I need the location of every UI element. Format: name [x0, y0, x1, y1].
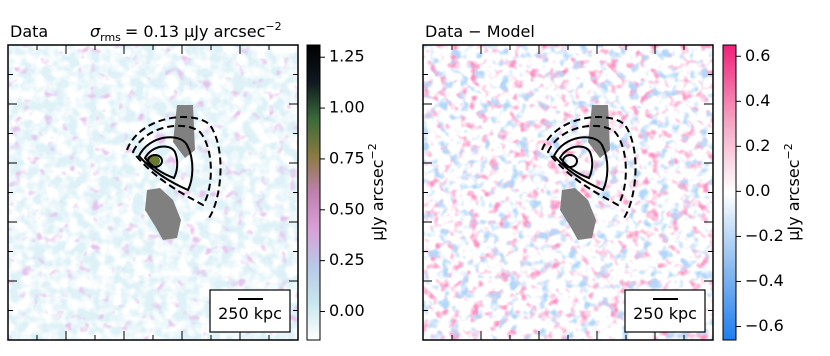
colorbar-tick-label: −0.4 — [745, 271, 784, 290]
colorbar-label-superscript: −2 — [782, 143, 795, 159]
colorbar-label-text: μJy arcsec — [368, 159, 387, 240]
colorbar-tick-label: 0.25 — [329, 250, 365, 269]
annotation-text: = 0.13 μJy arcsec — [125, 22, 265, 41]
scalebar-label: 250 kpc — [218, 304, 282, 323]
colorbar-tick-label: 0.50 — [329, 199, 365, 218]
colorbar-tick-label: 1.00 — [329, 98, 365, 117]
panel-title: Data — [10, 22, 48, 41]
annotation: σrms = 0.13 μJy arcsec−2 — [90, 20, 282, 44]
colorbar-label: μJy arcsec−2 — [782, 143, 803, 240]
colorbar — [306, 44, 321, 341]
colorbar-tick-label: 0.0 — [745, 181, 770, 200]
colorbar-tick-label: 0.4 — [745, 91, 770, 110]
colorbar-tick-label: −0.6 — [745, 316, 784, 335]
annotation-symbol: σ — [90, 22, 101, 41]
colorbar-label: μJy arcsec−2 — [366, 143, 387, 240]
colorbar-label-superscript: −2 — [366, 143, 379, 159]
scalebar-box — [209, 289, 291, 333]
colorbar-tick-label: 0.6 — [745, 46, 770, 65]
annotation-subscript: rms — [100, 31, 121, 44]
colorbar-tick-label: 0.2 — [745, 136, 770, 155]
scalebar-label: 250 kpc — [633, 304, 697, 323]
colorbar-tick-label: 0.00 — [329, 301, 365, 320]
colorbar-tick-label: 0.75 — [329, 148, 365, 167]
colorbar-tick-label: −0.2 — [745, 226, 784, 245]
colorbar — [722, 44, 737, 341]
annotation-superscript: −2 — [265, 20, 281, 33]
scalebar-box — [624, 289, 706, 333]
panel-title: Data − Model — [425, 22, 535, 41]
colorbar-label-text: μJy arcsec — [784, 159, 803, 240]
colorbar-tick-label: 1.25 — [329, 47, 365, 66]
